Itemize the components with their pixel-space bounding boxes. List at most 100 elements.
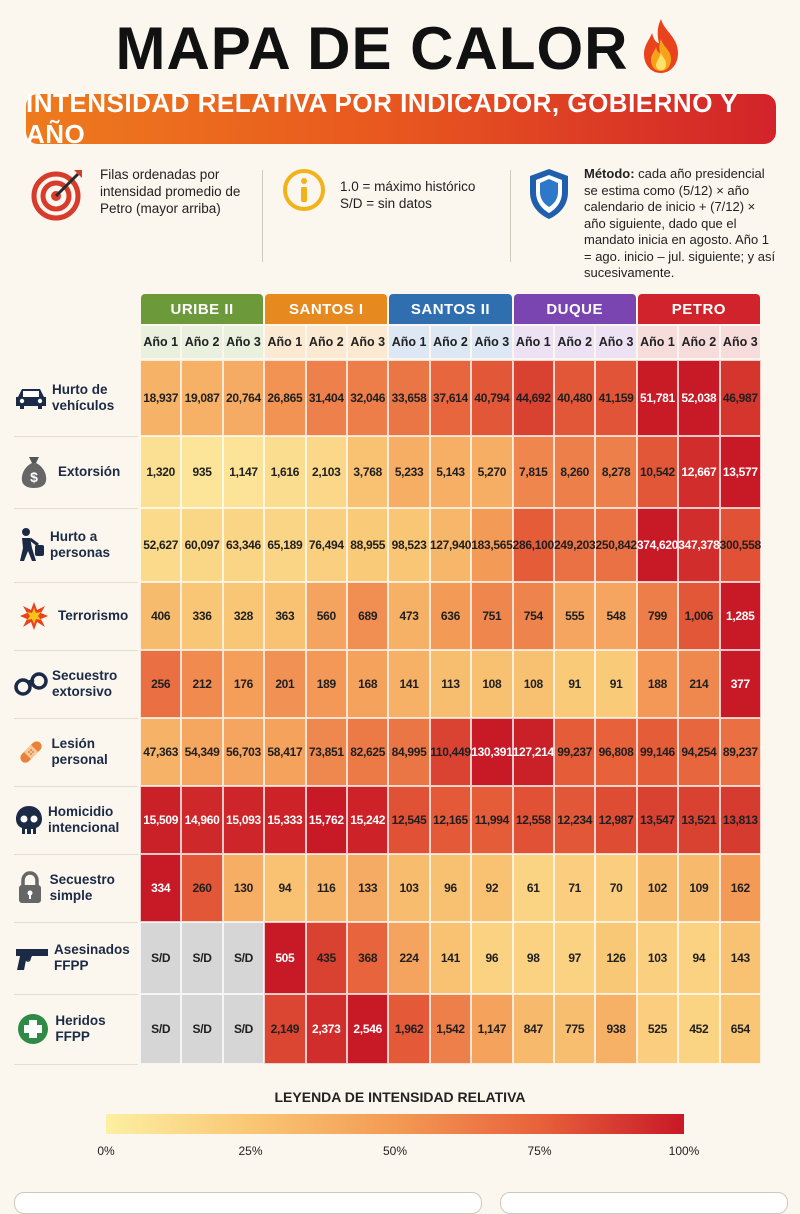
heatmap-cell: 368 [347, 922, 389, 994]
heatmap-cell: 548 [595, 582, 637, 650]
heatmap-cell: 2,149 [264, 994, 306, 1064]
heatmap-cell: 15,762 [305, 786, 347, 854]
heatmap-cell: 256 [140, 650, 182, 718]
heatmap-cell: S/D [222, 922, 265, 994]
heatmap-cell: 127,940 [429, 508, 471, 582]
heatmap-cell: 19,087 [181, 360, 223, 436]
heatmap-cell: 130,391 [471, 718, 513, 786]
heatmap-cell: 15,093 [222, 786, 265, 854]
heatmap-cell: 91 [595, 650, 637, 718]
row-label-text: Lesión personal [51, 736, 108, 767]
heatmap-cell: 15,242 [347, 786, 389, 854]
heatmap-cell: 2,103 [305, 436, 347, 508]
legend-tick-label: 0% [97, 1144, 115, 1158]
row-label: Homicidio intencional [14, 786, 138, 855]
government-header: PETRO [637, 294, 760, 324]
heatmap-cell: 126 [595, 922, 637, 994]
row-label: Asesinados FFPP [14, 922, 138, 995]
heatmap-cell: 1,542 [429, 994, 472, 1064]
heatmap-cell: 13,547 [636, 786, 679, 854]
car-icon [14, 385, 48, 411]
legend-tick-label: 75% [527, 1144, 552, 1158]
row-label: Terrorismo [14, 582, 138, 651]
row-label-text: Homicidio intencional [48, 804, 120, 835]
heatmap-cell: 99,237 [554, 718, 596, 786]
heatmap-cell: 47,363 [140, 718, 182, 786]
heatmap-cell: 1,616 [264, 436, 306, 508]
row-label: Lesión personal [14, 718, 138, 787]
government-header: SANTOS II [389, 294, 512, 324]
heatmap-cell: 98 [512, 922, 554, 994]
heatmap-cell: 406 [140, 582, 182, 650]
heatmap-cell: 374,620 [636, 508, 678, 582]
year-header: Año 2 [306, 326, 346, 358]
heatmap-cell: 41,159 [595, 360, 637, 436]
heatmap-cell: 88,955 [347, 508, 389, 582]
thief-icon [14, 527, 46, 563]
heatmap-cell: 91 [554, 650, 596, 718]
heatmap-cell: 363 [264, 582, 306, 650]
method-text: cada año presidencial se estima como (5/… [584, 166, 776, 280]
year-header: Año 2 [555, 326, 595, 358]
heatmap-cell: 5,143 [429, 436, 472, 508]
heatmap-cell: 286,100 [512, 508, 554, 582]
heatmap-cell: 31,404 [305, 360, 347, 436]
heatmap-cell: 12,545 [388, 786, 430, 854]
year-header: Año 1 [389, 326, 429, 358]
heatmap-cell: 555 [554, 582, 596, 650]
page-title: MAPA DE CALOR [0, 14, 800, 90]
heatmap-cell: 435 [305, 922, 347, 994]
heatmap-cell: 1,147 [222, 436, 265, 508]
year-header: Año 1 [513, 326, 553, 358]
year-header: Año 3 [472, 326, 512, 358]
heatmap-cell: 7,815 [512, 436, 554, 508]
row-label-text: Extorsión [58, 464, 121, 479]
row-label: Heridos FFPP [14, 994, 138, 1065]
heatmap-cell: 1,006 [678, 582, 720, 650]
heatmap-cell: 13,521 [678, 786, 720, 854]
heatmap-cell: 176 [222, 650, 265, 718]
row-label-text: Hurto a personas [50, 529, 111, 560]
heatmap-cell: 94 [678, 922, 720, 994]
heatmap-cell: 94,254 [678, 718, 720, 786]
heatmap-cell: 73,851 [305, 718, 347, 786]
row-label-text: Heridos FFPP [55, 1013, 106, 1044]
heatmap-cell: 935 [181, 436, 223, 508]
flame-icon [638, 17, 684, 90]
scale-max-text: 1.0 = máximo histórico [340, 179, 476, 194]
heatmap-cell: 847 [512, 994, 554, 1064]
heatmap-cell: 249,203 [554, 508, 596, 582]
row-label-text: Secuestro simple [49, 872, 115, 903]
heatmap-cell: 377 [719, 650, 761, 718]
row-label-text: Asesinados FFPP [54, 942, 130, 973]
scale-sd-text: S/D = sin datos [340, 196, 432, 211]
info-ordering: Filas ordenadas por intensidad promedio … [30, 166, 255, 266]
heatmap-cell: 10,542 [636, 436, 679, 508]
heatmap-cell: 334 [140, 854, 182, 922]
pistol-icon [14, 944, 50, 972]
heatmap-cell: 110,449 [429, 718, 472, 786]
heatmap-cell: 689 [347, 582, 389, 650]
handcuffs-icon [14, 670, 48, 698]
heatmap-cell: 224 [388, 922, 430, 994]
heatmap-cell: 1,285 [719, 582, 761, 650]
heatmap-cell: 751 [471, 582, 513, 650]
heatmap-cell: 44,692 [512, 360, 554, 436]
heatmap-cell: S/D [222, 994, 265, 1064]
heatmap-cell: 52,038 [678, 360, 720, 436]
heatmap-cell: 260 [181, 854, 223, 922]
row-label-text: Terrorismo [58, 608, 129, 623]
heatmap-cell: 71 [554, 854, 596, 922]
heatmap-cell: S/D [181, 922, 223, 994]
year-header: Año 1 [141, 326, 181, 358]
heatmap-cell: S/D [140, 922, 182, 994]
footer-panel [500, 1192, 788, 1214]
heatmap-cell: 97 [554, 922, 596, 994]
heatmap-cell: 3,768 [347, 436, 389, 508]
heatmap-cell: 96 [471, 922, 513, 994]
heatmap-cell: 141 [388, 650, 430, 718]
heatmap-cell: 133 [347, 854, 389, 922]
heatmap-cell: 109 [678, 854, 720, 922]
heatmap-cell: 98,523 [388, 508, 430, 582]
heatmap-cell: 82,625 [347, 718, 389, 786]
